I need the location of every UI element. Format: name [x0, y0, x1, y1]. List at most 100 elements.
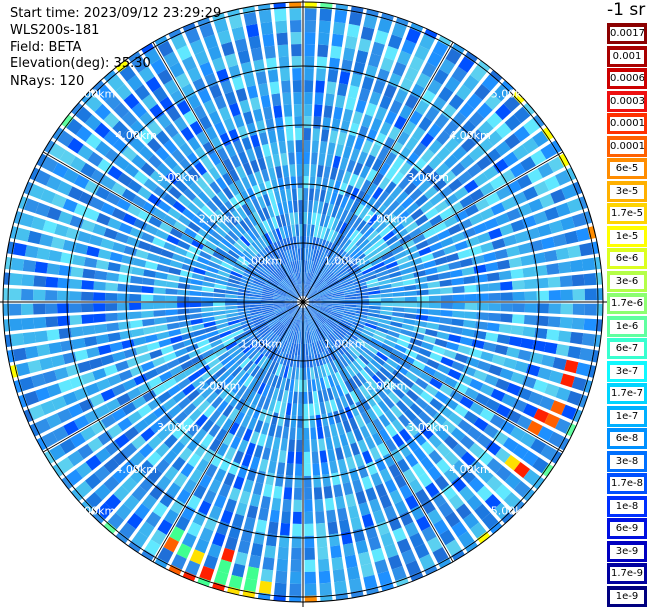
gate-cell — [311, 354, 317, 368]
gate-cell — [288, 275, 295, 287]
gate-cell — [243, 11, 258, 26]
gate-cell — [332, 302, 345, 304]
gate-cell — [444, 397, 459, 411]
unit-label: -1 sr — [607, 0, 646, 20]
gate-cell — [312, 276, 321, 288]
gate-cell — [306, 287, 315, 298]
gate-cell — [332, 330, 343, 340]
gate-cell — [377, 190, 390, 204]
gate-cell — [316, 164, 324, 178]
gate-cell — [218, 370, 231, 383]
gate-cell — [512, 500, 525, 513]
gate-cell — [112, 241, 126, 253]
gate-cell — [361, 450, 373, 465]
gate-cell — [239, 316, 252, 323]
gate-cell — [183, 337, 197, 347]
gate-cell — [214, 366, 227, 378]
gate-cell — [464, 302, 477, 311]
gate-cell — [275, 425, 283, 439]
gate-cell — [277, 546, 289, 560]
gate-cell — [415, 353, 429, 364]
gate-cell — [320, 297, 333, 301]
gate-cell — [279, 401, 287, 415]
gate-cell — [377, 442, 390, 457]
gate-cell — [234, 551, 248, 566]
gate-cell — [419, 554, 435, 570]
gate-cell — [385, 358, 399, 369]
gate-cell — [303, 284, 305, 297]
gate-cell — [225, 302, 238, 306]
gate-cell — [273, 305, 286, 310]
gate-cell — [303, 367, 307, 380]
gate-cell — [333, 180, 342, 194]
gate-cell — [308, 299, 321, 302]
gate-cell — [202, 281, 215, 288]
gate-cell — [137, 186, 152, 200]
gate-cell — [156, 113, 172, 129]
gate-cell — [360, 369, 371, 381]
gate-cell — [294, 379, 299, 392]
gate-cell — [489, 69, 503, 83]
gate-cell — [484, 374, 499, 387]
gate-cell — [485, 332, 499, 343]
gate-cell — [287, 305, 299, 313]
gate-cell — [360, 26, 375, 41]
gate-cell — [191, 273, 205, 281]
colorbar-swatch: 1.7e-7 — [607, 383, 647, 405]
gate-cell — [114, 155, 130, 171]
gate-cell — [273, 270, 283, 281]
gate-cell — [289, 274, 296, 286]
gate-cell — [168, 267, 182, 276]
gate-cell — [9, 273, 23, 286]
gate-cell — [307, 343, 312, 356]
gate-cell — [289, 164, 296, 177]
gate-cell — [212, 12, 226, 22]
gate-cell — [485, 148, 502, 164]
gate-cell — [311, 317, 318, 329]
gate-cell — [159, 178, 173, 192]
gate-cell — [326, 509, 337, 523]
gate-cell — [308, 302, 321, 304]
gate-cell — [153, 185, 168, 199]
gate-cell — [282, 201, 289, 214]
gate-cell — [418, 411, 432, 425]
gate-cell — [429, 214, 443, 227]
gate-cell — [95, 403, 111, 418]
gate-cell — [426, 358, 440, 370]
gate-cell — [246, 122, 257, 137]
gate-cell — [33, 275, 47, 287]
gate-cell — [396, 50, 412, 66]
gate-cell — [273, 295, 286, 300]
gate-cell — [220, 355, 233, 366]
gate-cell — [252, 184, 262, 198]
gate-cell — [112, 351, 126, 363]
gate-cell — [290, 261, 296, 274]
gate-cell — [12, 347, 27, 362]
gate-cell — [185, 251, 199, 261]
gate-cell — [346, 566, 360, 581]
gate-cell — [462, 227, 477, 239]
gate-cell — [303, 236, 307, 249]
gate-cell — [424, 384, 439, 397]
gate-cell — [337, 132, 348, 146]
gate-cell — [304, 116, 312, 129]
gate-cell — [67, 450, 84, 467]
gate-cell — [319, 288, 331, 295]
gate-cell — [432, 249, 446, 259]
gate-cell — [427, 315, 441, 323]
gate-cell — [291, 224, 296, 237]
gate-cell — [345, 96, 357, 111]
gate-cell — [291, 288, 300, 298]
gate-cell — [296, 439, 303, 452]
range-ring-label: 1.00km — [324, 254, 366, 267]
gate-cell — [294, 285, 301, 297]
gate-cell — [70, 102, 84, 116]
gate-cell — [454, 186, 469, 200]
gate-cell — [46, 175, 62, 191]
gate-cell — [224, 53, 238, 68]
gate-cell — [338, 369, 348, 382]
gate-cell — [393, 474, 407, 489]
gate-cell — [409, 110, 423, 126]
gate-cell — [169, 365, 184, 377]
